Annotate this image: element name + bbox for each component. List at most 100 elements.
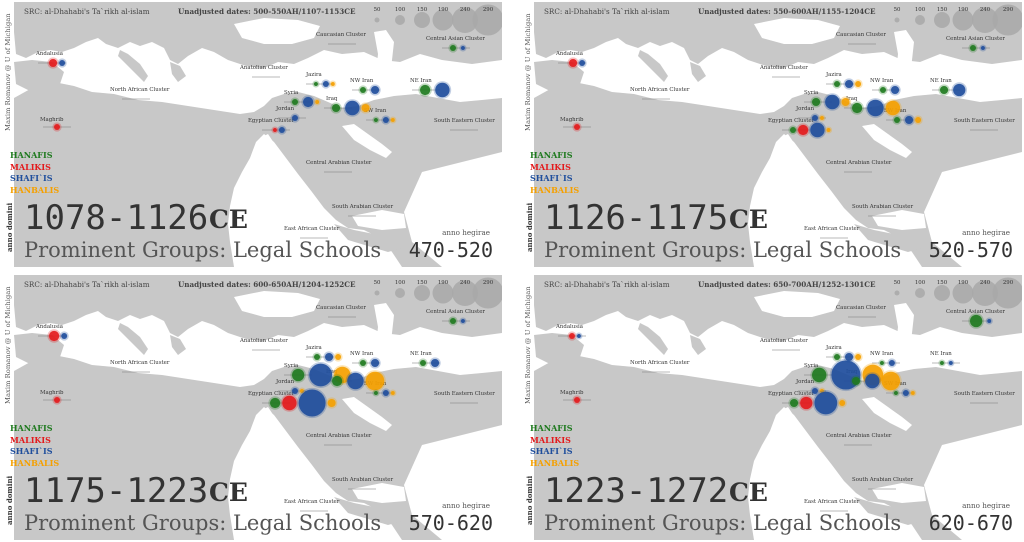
group-circle <box>574 124 580 130</box>
group-circle <box>309 363 333 387</box>
map-panel-4: 50 100 150 190 240 290 Andalusia Maghrib North A… <box>522 275 1022 540</box>
legend-item-shafiis: SHAFI`IS <box>530 446 573 457</box>
group-circle <box>841 97 850 107</box>
group-circle <box>390 118 395 122</box>
region-label: NE Iran <box>410 78 432 84</box>
water-shape <box>234 18 320 44</box>
anno-hegirae-label: anno hegirae <box>442 228 490 237</box>
scale-label: 290 <box>483 7 494 13</box>
legend-item-malikis: MALIKIS <box>530 434 571 445</box>
group-circle <box>300 389 304 393</box>
group-circle <box>330 82 335 86</box>
region-label: NW Iran <box>870 78 894 84</box>
region-label: NE Iran <box>930 78 952 84</box>
region-label: Central Arabian Cluster <box>826 433 892 439</box>
group-circle <box>981 46 985 50</box>
water-shape <box>862 397 912 431</box>
group-circle <box>374 391 378 395</box>
ce-suffix: CE <box>729 478 768 507</box>
scale-circle <box>414 12 430 28</box>
land-shape <box>690 335 706 355</box>
group-circle <box>360 360 366 366</box>
scale-label: 290 <box>483 280 494 286</box>
group-circle <box>278 127 285 133</box>
unadjusted-dates-label: Unadjusted dates: 500-550AH/1107-1153CE <box>178 7 356 16</box>
region-label: South Arabian Cluster <box>852 477 913 483</box>
group-circle <box>910 391 915 395</box>
group-circle <box>49 330 60 342</box>
group-circle <box>881 371 901 391</box>
scale-circle <box>414 285 430 301</box>
region-label: NE Iran <box>410 351 432 357</box>
group-circle <box>54 397 60 403</box>
group-circle <box>273 128 277 132</box>
group-circle <box>569 333 575 339</box>
group-circle <box>845 79 854 89</box>
legend-item-hanbalis: HANBALIS <box>530 184 580 195</box>
group-circle <box>885 100 901 116</box>
region-label: Central Arabian Cluster <box>826 160 892 166</box>
anno-domini-label: anno domini <box>525 202 534 252</box>
group-circle <box>332 103 341 113</box>
land-shape <box>534 60 584 90</box>
land-shape <box>170 335 186 355</box>
group-circle <box>855 81 862 87</box>
water-shape <box>924 152 1022 267</box>
region-label: Egyptian Cluster <box>768 118 815 124</box>
region-label: Syria <box>804 90 819 96</box>
scale-circle <box>472 277 502 309</box>
region-label: NW Iran <box>350 78 374 84</box>
land-shape <box>638 323 668 355</box>
region-label: Egyptian Cluster <box>768 391 815 397</box>
legend-item-shafiis: SHAFI`IS <box>530 173 573 184</box>
scale-circle <box>934 285 950 301</box>
group-circle <box>812 367 827 383</box>
group-circle <box>361 103 370 113</box>
land-shape <box>638 50 668 82</box>
scale-label: 50 <box>374 280 381 286</box>
group-circle <box>450 318 456 324</box>
scale-circle <box>432 9 454 31</box>
group-circle <box>314 82 318 86</box>
credit-label: Maxim Romanov @ U of Michigan <box>524 286 532 404</box>
scale-circle <box>472 4 502 36</box>
legend: HANAFIS MALIKIS SHAFI`IS HANBALIS <box>530 150 579 196</box>
ah-years: 470-520 <box>408 238 493 262</box>
source-label: SRC: al-Dhahabi's Ta`rikh al-islam <box>24 7 150 16</box>
scale-label: 100 <box>395 7 406 13</box>
map-canvas: 50 100 150 190 240 290 Andalusia Maghrib North A… <box>14 2 502 267</box>
group-circle <box>360 87 366 93</box>
group-circle <box>826 128 831 132</box>
scale-label: 240 <box>980 280 991 286</box>
scale-label: 150 <box>937 280 948 286</box>
map-panel-2: 50 100 150 190 240 290 Andalusia Maghrib North A… <box>522 2 1022 267</box>
water-shape <box>780 134 840 218</box>
group-circle <box>345 100 360 116</box>
scale-label: 100 <box>395 280 406 286</box>
region-label: NW Iran <box>350 351 374 357</box>
region-label: Maghrib <box>560 390 584 396</box>
ce-years: 1126-1175 <box>544 198 729 238</box>
region-label: Jordan <box>275 379 295 385</box>
group-circle <box>790 398 799 408</box>
ce-suffix: CE <box>729 205 768 234</box>
group-circle <box>420 360 426 366</box>
legend-item-shafiis: SHAFI`IS <box>10 173 53 184</box>
legend-item-malikis: MALIKIS <box>10 161 51 172</box>
group-circle <box>812 115 818 121</box>
group-circle <box>292 99 298 105</box>
region-label: Jordan <box>275 106 295 112</box>
region-label: Syria <box>804 363 819 369</box>
scale-label: 240 <box>460 7 471 13</box>
water-shape <box>862 124 912 158</box>
region-label: South Arabian Cluster <box>852 204 913 210</box>
region-label: Central Asian Cluster <box>946 309 1005 315</box>
water-shape <box>894 303 914 359</box>
region-label: Jazira <box>305 345 323 351</box>
group-circle <box>852 102 863 114</box>
group-circle <box>314 354 320 360</box>
group-circle <box>322 81 329 87</box>
legend-item-hanbalis: HANBALIS <box>10 457 60 468</box>
scale-circle <box>972 7 998 33</box>
